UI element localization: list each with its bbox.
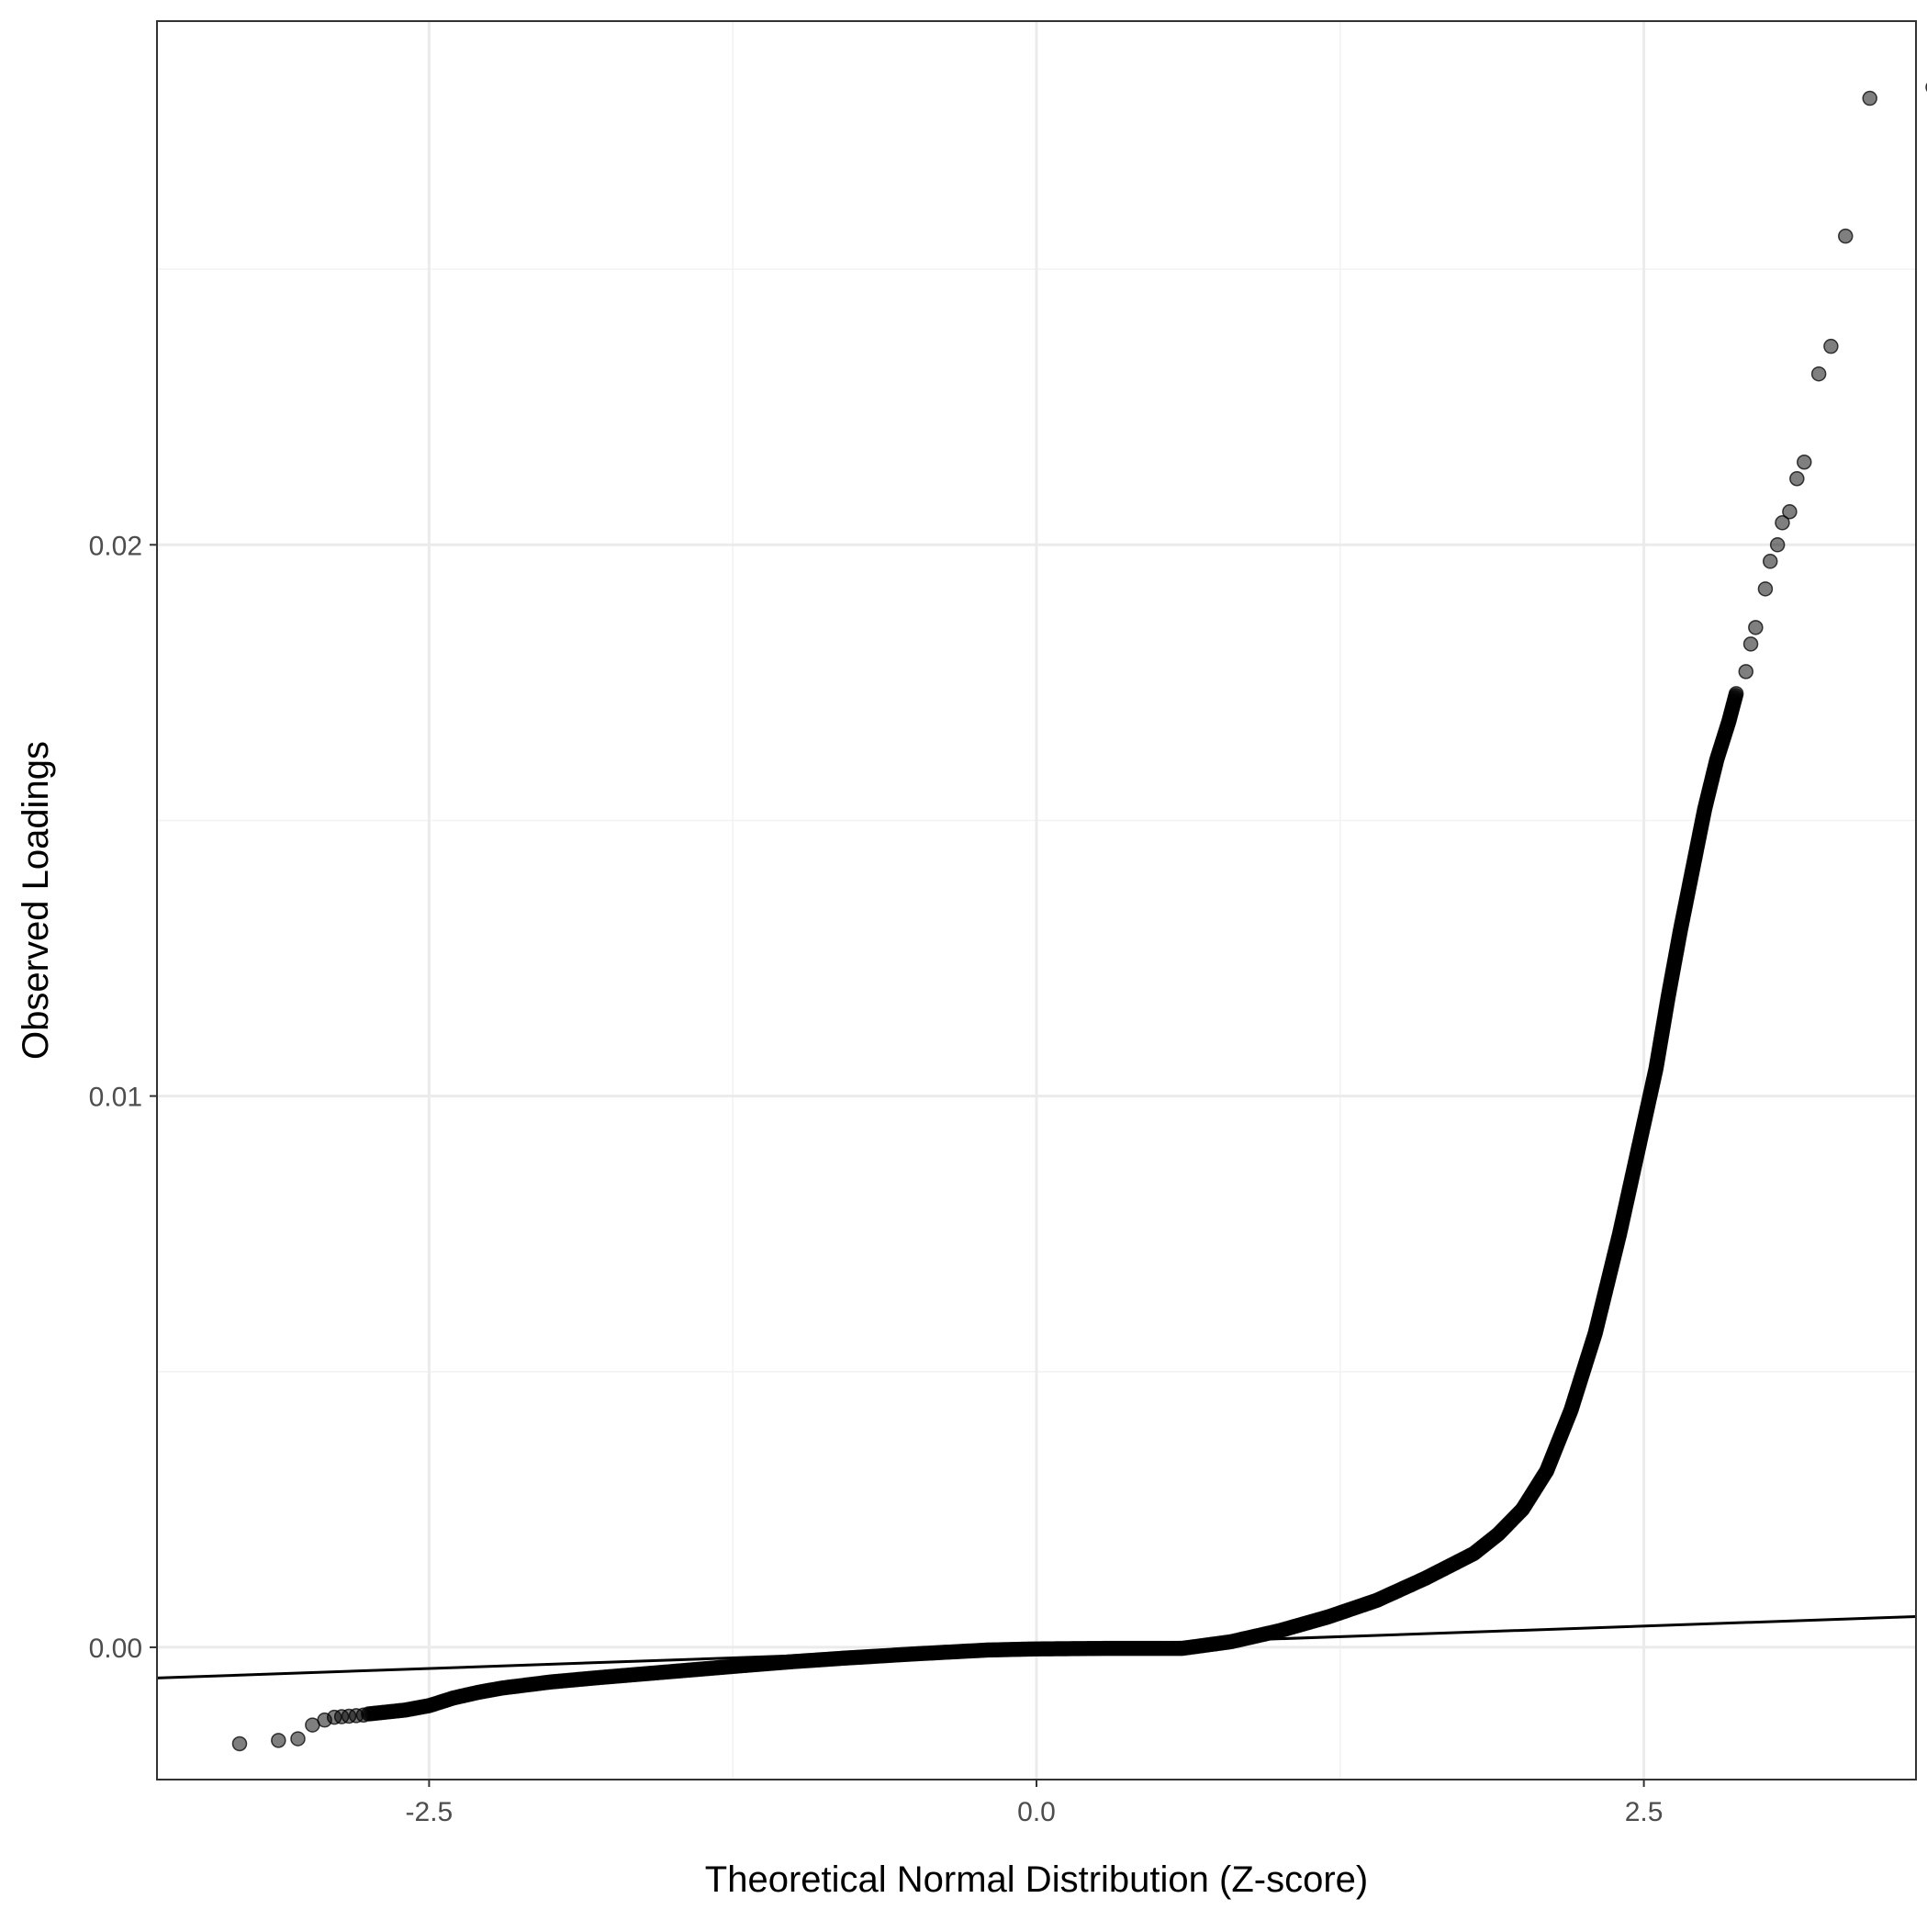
data-point [1782, 504, 1798, 520]
data-point [1769, 537, 1786, 553]
data-point [1823, 338, 1839, 354]
data-point [1728, 686, 1744, 702]
data-point [1748, 620, 1764, 635]
data-point [1762, 554, 1778, 569]
x-tick-label: -2.5 [406, 1797, 454, 1827]
data-point [1862, 90, 1877, 107]
data-point [1797, 455, 1812, 470]
data-point [1838, 228, 1854, 244]
y-tick-label: 0.02 [89, 531, 142, 561]
x-tick-label: 0.0 [1017, 1797, 1056, 1827]
data-point [1742, 636, 1759, 652]
y-tick-label: 0.00 [89, 1634, 142, 1664]
data-point [1738, 664, 1753, 680]
data-point [290, 1731, 306, 1747]
data-point [231, 1735, 248, 1752]
data-point [1757, 581, 1774, 597]
x-tick-label: 2.5 [1625, 1797, 1664, 1827]
y-axis-ticks: 0.00 0.01 0.02 [89, 531, 157, 1664]
data-point [1810, 365, 1827, 382]
x-axis-title: Theoretical Normal Distribution (Z-score… [705, 1859, 1368, 1900]
data-point [271, 1733, 286, 1748]
y-tick-label: 0.01 [89, 1083, 142, 1113]
y-axis-title: Observed Loadings [16, 741, 56, 1060]
data-points [231, 82, 1927, 1752]
x-axis-ticks: -2.5 0.0 2.5 [406, 1780, 1664, 1827]
data-point [1789, 471, 1805, 487]
data-point [1775, 515, 1790, 531]
